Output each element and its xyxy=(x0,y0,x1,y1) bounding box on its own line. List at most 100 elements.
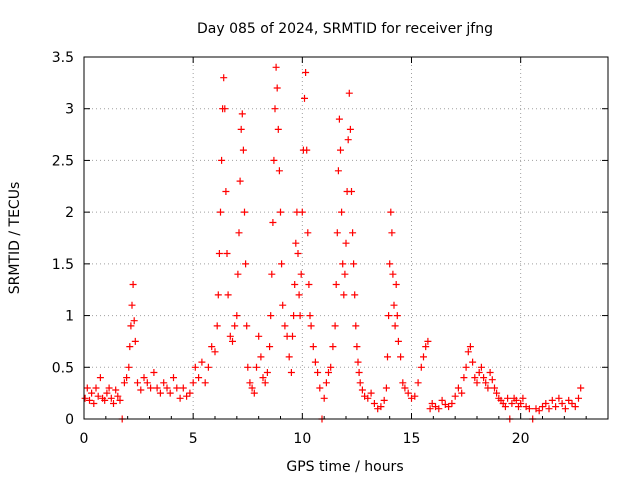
data-point xyxy=(96,374,104,382)
data-point xyxy=(253,363,260,371)
data-point xyxy=(229,337,236,345)
data-point xyxy=(391,322,399,330)
data-point xyxy=(404,389,412,397)
data-point xyxy=(270,156,278,164)
data-point xyxy=(388,229,396,237)
data-point xyxy=(83,384,91,392)
data-point xyxy=(278,260,286,268)
data-point xyxy=(303,146,311,154)
data-point xyxy=(451,392,459,400)
data-point xyxy=(186,389,194,397)
chart-title: Day 085 of 2024, SRMTID for receiver jfn… xyxy=(197,21,493,37)
data-point xyxy=(393,312,401,320)
data-point xyxy=(257,353,265,361)
data-point xyxy=(342,239,350,247)
data-point xyxy=(422,343,430,351)
data-point xyxy=(462,363,470,371)
data-point xyxy=(535,407,543,415)
data-point xyxy=(94,392,102,400)
data-point xyxy=(493,389,501,397)
data-point xyxy=(389,270,397,278)
data-point xyxy=(426,405,434,413)
data-point xyxy=(195,374,203,382)
y-tick-label: 3 xyxy=(65,102,74,118)
data-point xyxy=(420,353,427,361)
data-point xyxy=(517,400,525,407)
data-point xyxy=(339,260,347,268)
data-point xyxy=(411,392,419,400)
data-point xyxy=(356,379,364,387)
data-point xyxy=(428,400,436,407)
data-point xyxy=(316,384,324,392)
data-point xyxy=(112,386,120,394)
data-point xyxy=(314,369,322,376)
data-point xyxy=(384,353,391,361)
data-point xyxy=(491,384,498,392)
y-tick-label: 0 xyxy=(65,412,74,428)
data-point xyxy=(143,379,151,387)
data-point xyxy=(414,379,422,387)
y-tick-label: 1 xyxy=(65,309,74,325)
data-point xyxy=(281,322,289,330)
data-point xyxy=(555,394,563,402)
data-point xyxy=(268,270,276,278)
data-point xyxy=(277,208,284,216)
data-point xyxy=(221,105,229,113)
data-point xyxy=(577,384,585,392)
data-point xyxy=(571,403,579,411)
x-axis-label: GPS time / hours xyxy=(286,459,403,475)
data-point xyxy=(504,394,512,402)
data-point xyxy=(338,208,346,216)
data-point xyxy=(322,379,330,387)
data-point xyxy=(222,188,230,195)
data-point xyxy=(561,405,569,413)
data-point xyxy=(147,384,155,392)
data-point xyxy=(271,105,279,113)
data-point xyxy=(458,389,466,397)
data-point xyxy=(237,125,245,133)
data-point xyxy=(105,384,113,392)
data-point xyxy=(475,369,483,376)
data-point xyxy=(399,379,407,387)
data-point xyxy=(390,301,398,309)
data-point xyxy=(234,270,242,278)
data-point xyxy=(279,301,287,309)
data-point xyxy=(448,400,456,407)
x-tick-label: 15 xyxy=(403,431,421,447)
data-point xyxy=(290,312,298,320)
data-point xyxy=(295,291,303,299)
data-point xyxy=(304,229,312,237)
axis-ticks: 0 0.5 1 1.5 2 2.5 3 3.5 0 5 10 15 20 xyxy=(52,50,608,447)
data-point xyxy=(266,343,274,351)
data-point xyxy=(235,229,243,237)
data-point xyxy=(214,291,222,299)
data-point xyxy=(201,379,209,387)
data-point xyxy=(401,384,409,392)
data-point xyxy=(156,389,164,397)
data-point xyxy=(294,250,302,257)
data-point xyxy=(130,317,138,325)
data-point xyxy=(346,125,354,133)
y-tick-label: 2 xyxy=(65,205,74,221)
data-point xyxy=(512,396,520,404)
data-point xyxy=(301,94,308,102)
y-tick-label: 2.5 xyxy=(52,153,74,169)
data-point xyxy=(351,291,359,299)
data-point xyxy=(114,392,122,400)
data-point xyxy=(354,358,362,366)
data-point xyxy=(120,379,128,387)
data-point xyxy=(392,281,400,288)
data-point xyxy=(224,291,232,299)
data-point xyxy=(380,396,388,404)
data-point xyxy=(377,403,385,411)
x-tick-label: 5 xyxy=(189,431,198,447)
data-point xyxy=(248,384,256,392)
data-point xyxy=(243,322,251,330)
data-point xyxy=(477,363,485,371)
data-point xyxy=(424,337,432,345)
data-point xyxy=(173,384,181,392)
x-tick-label: 10 xyxy=(293,431,311,447)
data-point xyxy=(255,332,263,340)
data-point xyxy=(329,343,337,351)
